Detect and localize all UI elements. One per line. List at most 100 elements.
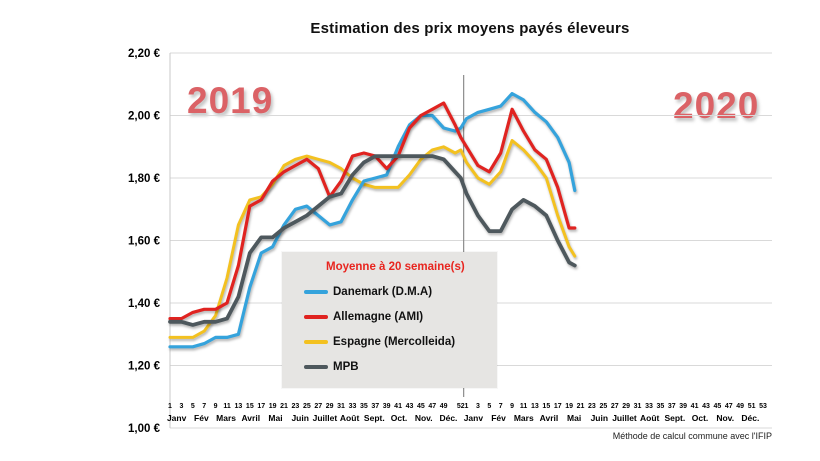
month-label: Sept. <box>664 413 685 423</box>
week-tick-label: 43 <box>406 403 414 410</box>
mpb-line-swatch-icon <box>304 365 328 369</box>
week-tick-label: 15 <box>542 403 550 410</box>
week-tick-label: 52 <box>457 403 465 410</box>
month-label: Mars <box>216 413 236 423</box>
series-line-mpb <box>168 154 577 327</box>
espagne-line-swatch-icon <box>304 340 328 344</box>
y-axis-label: 1,60 € <box>128 236 161 248</box>
week-tick-label: 33 <box>645 403 653 410</box>
week-tick-label: 9 <box>214 403 218 410</box>
legend-label-allemagne: Allemagne (AMI) <box>333 311 424 323</box>
chart-title: Estimation des prix moyens payés éleveur… <box>310 20 630 37</box>
year-label-2019: 2019 <box>187 80 274 121</box>
week-tick-label: 27 <box>314 403 322 410</box>
week-tick-label: 25 <box>303 403 311 410</box>
y-axis-label: 1,40 € <box>128 298 161 310</box>
week-tick-label: 21 <box>577 403 585 410</box>
week-tick-label: 31 <box>634 403 642 410</box>
month-label: Nov. <box>716 413 734 423</box>
month-label: Juin <box>591 413 608 423</box>
legend-label-mpb: MPB <box>333 361 359 373</box>
month-label: Oct. <box>391 413 408 423</box>
month-label: Mai <box>268 413 282 423</box>
week-tick-label: 29 <box>326 403 334 410</box>
month-label: Déc. <box>439 413 457 423</box>
week-tick-label: 31 <box>337 403 345 410</box>
week-tick-label: 7 <box>202 403 206 410</box>
week-tick-label: 41 <box>691 403 699 410</box>
week-tick-label: 37 <box>371 403 379 410</box>
week-tick-label: 49 <box>440 403 448 410</box>
week-tick-label: 11 <box>223 403 231 410</box>
legend-item-allemagne: Allemagne (AMI) <box>304 311 497 323</box>
y-axis-label: 1,80 € <box>128 173 161 185</box>
week-tick-label: 9 <box>510 403 514 410</box>
week-tick-label: 45 <box>417 403 425 410</box>
legend-item-danemark: Danemark (D.M.A) <box>304 286 497 298</box>
week-tick-label: 5 <box>191 403 195 410</box>
allemagne-line-swatch-icon <box>304 315 328 319</box>
legend-item-espagne: Espagne (Mercolleida) <box>304 336 497 348</box>
month-label: Juin <box>291 413 308 423</box>
month-label: Janv <box>464 413 484 423</box>
week-tick-label: 41 <box>394 403 402 410</box>
week-tick-label: 43 <box>702 403 710 410</box>
month-label: Juillet <box>313 413 338 423</box>
week-tick-label: 39 <box>679 403 687 410</box>
danemark-line-swatch-icon <box>304 290 328 294</box>
week-tick-label: 51 <box>748 403 756 410</box>
month-label: Juillet <box>612 413 637 423</box>
week-tick-label: 23 <box>588 403 596 410</box>
week-tick-label: 11 <box>520 403 528 410</box>
month-label: Sept. <box>364 413 385 423</box>
series-line-allemagne-ami <box>168 101 577 321</box>
week-tick-label: 25 <box>599 403 607 410</box>
week-tick-label: 3 <box>179 403 183 410</box>
series-line-espagne-mercolleida <box>168 139 577 339</box>
legend-title: Moyenne à 20 semaine(s) <box>326 261 465 273</box>
week-tick-label: 37 <box>668 403 676 410</box>
month-label: Avril <box>241 413 260 423</box>
month-label: Août <box>640 413 660 423</box>
month-label: Déc. <box>741 413 759 423</box>
week-tick-label: 15 <box>246 403 254 410</box>
week-tick-label: 29 <box>622 403 630 410</box>
y-axis-label: 1,00 € <box>128 423 161 435</box>
week-tick-label: 5 <box>487 403 491 410</box>
month-label: Janv <box>167 413 187 423</box>
week-tick-label: 19 <box>269 403 277 410</box>
week-tick-label: 53 <box>759 403 767 410</box>
method-footnote: Méthode de calcul commune avec l'IFIP <box>612 431 772 441</box>
month-label: Mars <box>514 413 534 423</box>
week-tick-label: 7 <box>499 403 503 410</box>
week-tick-label: 3 <box>476 403 480 410</box>
week-tick-label: 1 <box>168 403 172 410</box>
y-axis-label: 2,00 € <box>128 111 161 123</box>
month-label: Oct. <box>692 413 709 423</box>
week-tick-label: 17 <box>257 403 265 410</box>
month-label: Avril <box>540 413 559 423</box>
month-label: Fév <box>194 413 209 423</box>
week-tick-label: 17 <box>554 403 562 410</box>
week-tick-label: 39 <box>383 403 391 410</box>
week-tick-label: 1 <box>465 403 469 410</box>
month-label: Août <box>340 413 360 423</box>
month-label: Nov. <box>415 413 433 423</box>
week-tick-label: 27 <box>611 403 619 410</box>
week-tick-label: 21 <box>280 403 288 410</box>
week-tick-label: 49 <box>736 403 744 410</box>
y-axis-label: 2,20 € <box>128 48 161 60</box>
month-label: Mai <box>567 413 581 423</box>
week-tick-label: 47 <box>725 403 733 410</box>
week-tick-label: 13 <box>235 403 243 410</box>
week-tick-label: 33 <box>349 403 357 410</box>
week-tick-label: 45 <box>713 403 721 410</box>
legend-item-mpb: MPB <box>304 361 497 373</box>
legend-box: Moyenne à 20 semaine(s) Danemark (D.M.A)… <box>282 252 497 388</box>
legend-label-danemark: Danemark (D.M.A) <box>333 286 433 298</box>
year-label-2020: 2020 <box>673 85 760 126</box>
month-label: Fév <box>491 413 506 423</box>
series-line-danemark-d-m-a <box>168 91 577 349</box>
